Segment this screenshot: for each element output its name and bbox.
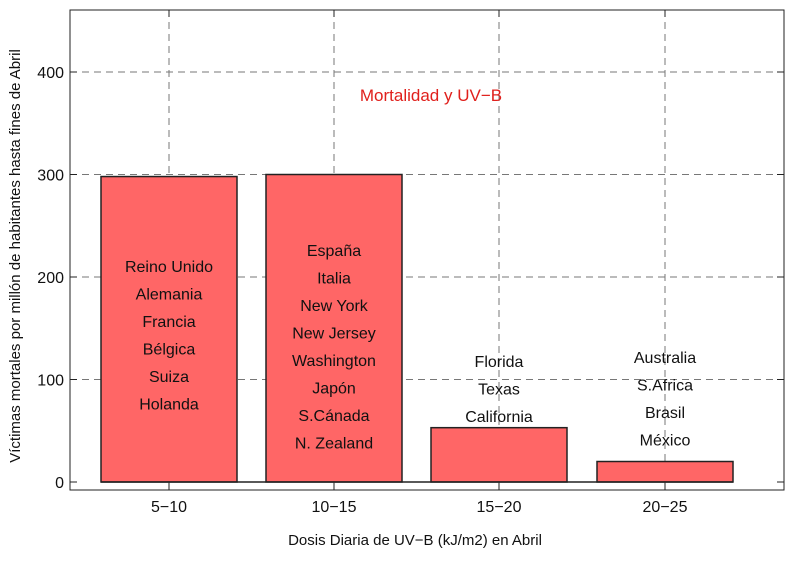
bar-annotation: Washington bbox=[292, 353, 376, 370]
axis-ticks: 0 100 200 300 400 5−10 10−15 15−20 20−25 bbox=[37, 10, 784, 516]
bar-4 bbox=[596, 460, 734, 483]
y-tick-label: 200 bbox=[37, 270, 64, 287]
bar-annotation: Texas bbox=[478, 382, 520, 399]
bar-annotation: S.Cánada bbox=[298, 408, 369, 425]
bar-annotation: Reino Unido bbox=[125, 259, 213, 276]
bar-annotation: España bbox=[307, 243, 361, 260]
bar-annotation: New Jersey bbox=[292, 326, 376, 343]
bar-annotation: Brasil bbox=[645, 405, 685, 422]
bar-3 bbox=[430, 426, 568, 483]
bar-annotation: New York bbox=[300, 298, 369, 315]
x-tick-label: 15−20 bbox=[477, 499, 522, 516]
x-tick-label: 10−15 bbox=[312, 499, 357, 516]
x-axis-title: Dosis Diaria de UV−B (kJ/m2) en Abril bbox=[288, 532, 542, 549]
x-tick-label: 5−10 bbox=[151, 499, 187, 516]
y-tick-label: 400 bbox=[37, 65, 64, 82]
bar-annotation: Holanda bbox=[139, 397, 199, 414]
bar-annotation: México bbox=[640, 433, 691, 450]
bar-annotation: California bbox=[465, 409, 533, 426]
bar-annotation: N. Zealand bbox=[295, 436, 373, 453]
bars bbox=[100, 173, 734, 483]
bar-annotation: Florida bbox=[475, 354, 524, 371]
bar-annotation: Australia bbox=[634, 350, 696, 367]
bar-annotation: Bélgica bbox=[143, 342, 196, 359]
bar-annotation: Japón bbox=[312, 381, 356, 398]
y-tick-label: 0 bbox=[55, 475, 64, 492]
y-tick-label: 100 bbox=[37, 373, 64, 390]
y-axis-title: Víctimas mortales por millón de habitant… bbox=[7, 49, 24, 463]
bar-annotation: Francia bbox=[142, 314, 195, 331]
bar-1 bbox=[100, 175, 238, 483]
bar-annotations: Reino Unido Alemania Francia Bélgica Suiza Ho… bbox=[125, 243, 696, 453]
x-tick-label: 20−25 bbox=[643, 499, 688, 516]
chart-title: Mortalidad y UV−B bbox=[360, 86, 502, 105]
bar-annotation: S.Africa bbox=[637, 378, 693, 395]
bar-annotation: Alemania bbox=[136, 287, 203, 304]
plot-frame bbox=[69, 9, 785, 491]
bar-annotation: Italia bbox=[317, 271, 351, 288]
y-tick-label: 300 bbox=[37, 168, 64, 185]
bar-annotation: Suiza bbox=[149, 369, 189, 386]
